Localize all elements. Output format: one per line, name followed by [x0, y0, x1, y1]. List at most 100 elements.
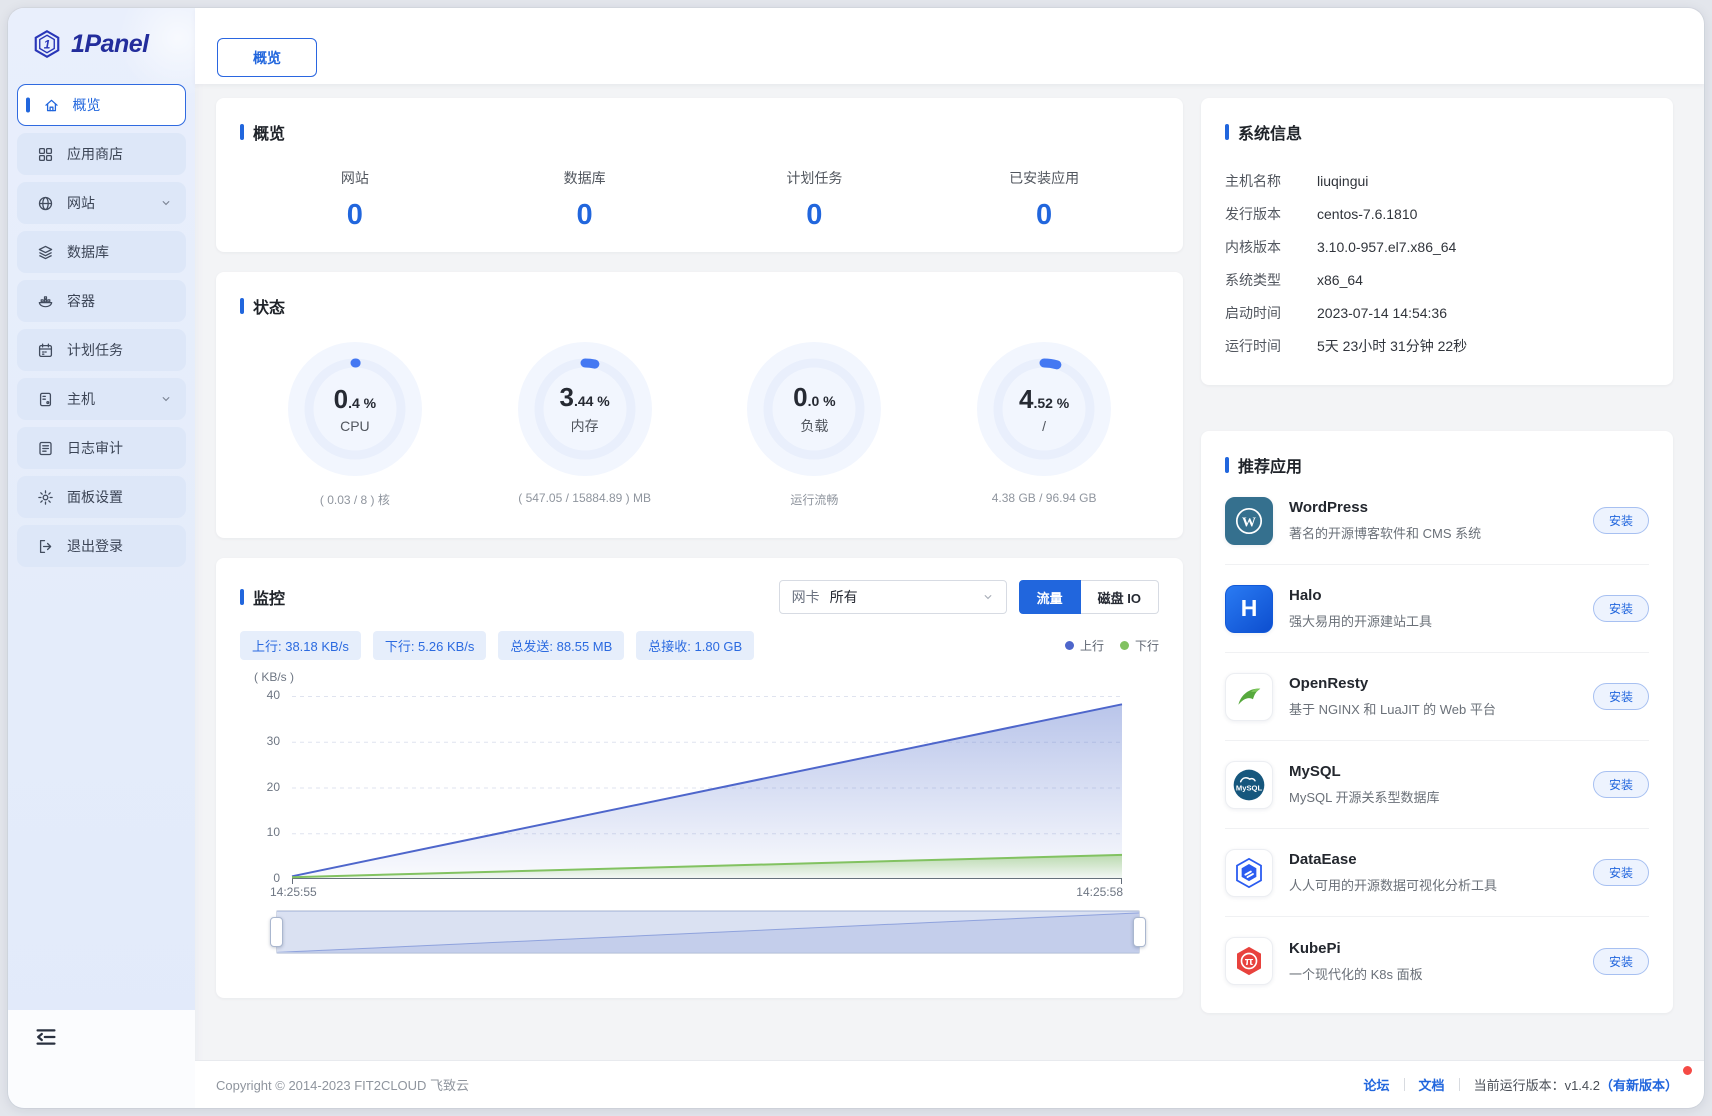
- sidebar-item-logout[interactable]: 退出登录: [17, 525, 186, 567]
- install-button[interactable]: 安装: [1593, 595, 1649, 622]
- datazoom-left-handle[interactable]: [270, 917, 283, 947]
- install-button[interactable]: 安装: [1593, 859, 1649, 886]
- title-bar-icon: [240, 589, 244, 605]
- calendar-icon: [37, 342, 54, 359]
- sysinfo-row-boot-time: 启动时间2023-07-14 14:54:36: [1225, 296, 1649, 329]
- recommended-apps-title: 推荐应用: [1225, 453, 1649, 477]
- mysql-icon: MySQL: [1225, 761, 1273, 809]
- update-notification-dot: [1683, 1066, 1692, 1075]
- traffic-chart: ( KB/s ) 40 30 20 10 0: [240, 670, 1159, 962]
- gauge-subtext: 4.38 GB / 96.94 GB: [992, 491, 1097, 505]
- sidebar-item-overview[interactable]: 概览: [17, 84, 186, 126]
- install-button[interactable]: 安装: [1593, 683, 1649, 710]
- status-card: 状态 0.4 % CPU: [216, 272, 1183, 538]
- install-button[interactable]: 安装: [1593, 771, 1649, 798]
- sidebar-item-label: 计划任务: [67, 340, 123, 360]
- sidebar-item-label: 主机: [67, 389, 95, 409]
- gauge-cpu: 0.4 % CPU ( 0.03 / 8 ) 核: [240, 342, 470, 508]
- app-row-openresty: OpenResty 基于 NGINX 和 LuaJIT 的 Web 平台 安装: [1225, 653, 1649, 741]
- version-text: 当前运行版本：v1.4.2 （有新版本）: [1460, 1075, 1678, 1094]
- datazoom-slider[interactable]: [276, 910, 1140, 954]
- log-list-icon: [37, 440, 54, 457]
- stat-websites: 网站 0: [240, 168, 470, 232]
- network-interface-select[interactable]: 网卡 所有: [779, 580, 1007, 614]
- x-axis-end-label: 14:25:58: [1076, 885, 1123, 899]
- chevron-down-icon: [160, 393, 172, 405]
- forum-link[interactable]: 论坛: [1350, 1075, 1404, 1094]
- monitor-title: 监控: [240, 585, 285, 609]
- sysinfo-row-arch: 系统类型x86_64: [1225, 263, 1649, 296]
- sidebar-item-cron[interactable]: 计划任务: [17, 329, 186, 371]
- active-indicator: [26, 98, 30, 113]
- stat-databases: 数据库 0: [470, 168, 700, 232]
- gauge-memory: 3.44 % 内存 ( 547.05 / 15884.89 ) MB: [470, 342, 700, 508]
- brand-logo: 1 1Panel: [8, 8, 195, 80]
- sidebar-item-label: 日志审计: [67, 438, 123, 458]
- legend-downstream[interactable]: 下行: [1120, 637, 1159, 654]
- recommended-apps-card: 推荐应用 W WordPress 著名的开源博客软件和 CMS 系统 安装: [1201, 431, 1673, 1013]
- datazoom-right-handle[interactable]: [1133, 917, 1146, 947]
- content-area: 概览 网站 0 数据库 0 计划任务 0: [195, 84, 1704, 1060]
- sidebar-item-container[interactable]: 容器: [17, 280, 186, 322]
- side-column: 系统信息 主机名称liuqingui 发行版本centos-7.6.1810 内…: [1201, 98, 1673, 1013]
- install-button[interactable]: 安装: [1593, 948, 1649, 975]
- system-info-card: 系统信息 主机名称liuqingui 发行版本centos-7.6.1810 内…: [1201, 98, 1673, 385]
- tab-overview[interactable]: 概览: [217, 38, 317, 77]
- sidebar-item-host[interactable]: 主机: [17, 378, 186, 420]
- legend-upstream[interactable]: 上行: [1065, 637, 1104, 654]
- stat-installed-apps: 已安装应用 0: [929, 168, 1159, 232]
- y-axis-unit: ( KB/s ): [254, 670, 294, 684]
- collapse-sidebar-icon[interactable]: [34, 1026, 60, 1050]
- new-version-link[interactable]: （有新版本）: [1600, 1075, 1678, 1094]
- gauge-ring: 3.44 % 内存: [518, 342, 652, 476]
- overview-card: 概览 网站 0 数据库 0 计划任务 0: [216, 98, 1183, 252]
- install-button[interactable]: 安装: [1593, 507, 1649, 534]
- system-info-rows: 主机名称liuqingui 发行版本centos-7.6.1810 内核版本3.…: [1225, 164, 1649, 362]
- sidebar-item-label: 容器: [67, 291, 95, 311]
- gauge-ring: 0.4 % CPU: [288, 342, 422, 476]
- gear-icon: [37, 489, 54, 506]
- sidebar-item-logs[interactable]: 日志审计: [17, 427, 186, 469]
- gauge-disk-root: 4.52 % / 4.38 GB / 96.94 GB: [929, 342, 1159, 508]
- svg-text:1: 1: [44, 38, 51, 52]
- overview-title: 概览: [240, 120, 1159, 144]
- svg-text:MySQL: MySQL: [1236, 783, 1263, 792]
- sidebar-item-app-store[interactable]: 应用商店: [17, 133, 186, 175]
- sysinfo-row-uptime: 运行时间5天 23小时 31分钟 22秒: [1225, 329, 1649, 362]
- server-icon: [37, 391, 54, 408]
- copyright-text: Copyright © 2014-2023 FIT2CLOUD 飞致云: [216, 1075, 469, 1094]
- traffic-button[interactable]: 流量: [1019, 580, 1081, 614]
- gauge-load: 0.0 % 负载 运行流畅: [700, 342, 930, 508]
- chevron-down-icon: [982, 591, 994, 603]
- app-window: 1 1Panel 概览: [8, 8, 1704, 1108]
- sidebar-item-database[interactable]: 数据库: [17, 231, 186, 273]
- sidebar: 1 1Panel 概览: [8, 8, 195, 1108]
- docs-link[interactable]: 文档: [1405, 1075, 1459, 1094]
- badge-downstream: 下行: 5.26 KB/s: [373, 631, 487, 660]
- halo-icon: H: [1225, 585, 1273, 633]
- sidebar-item-label: 数据库: [67, 242, 109, 262]
- status-title: 状态: [240, 294, 1159, 318]
- layers-icon: [37, 244, 54, 261]
- gauge-subtext: ( 547.05 / 15884.89 ) MB: [518, 491, 651, 505]
- monitor-card: 监控 网卡 所有 流量 磁盘 IO: [216, 558, 1183, 998]
- monitor-mode-toggle: 流量 磁盘 IO: [1019, 580, 1159, 614]
- title-bar-icon: [1225, 124, 1229, 140]
- sidebar-menu: 概览 应用商店 网站: [8, 80, 195, 567]
- chevron-down-icon: [160, 197, 172, 209]
- badge-upstream: 上行: 38.18 KB/s: [240, 631, 361, 660]
- disk-io-button[interactable]: 磁盘 IO: [1081, 580, 1159, 614]
- brand-name: 1Panel: [71, 30, 149, 59]
- app-grid-icon: [37, 146, 54, 163]
- sidebar-bottom-strip: [8, 1010, 195, 1108]
- datazoom-selection[interactable]: [277, 911, 1139, 953]
- topbar: 概览: [195, 8, 1704, 84]
- brand-hexagon-icon: 1: [32, 29, 62, 59]
- footer: Copyright © 2014-2023 FIT2CLOUD 飞致云 论坛 文…: [195, 1060, 1704, 1108]
- gauge-ring: 0.0 % 负载: [747, 342, 881, 476]
- sidebar-item-label: 概览: [73, 95, 101, 115]
- logout-icon: [37, 538, 54, 555]
- sidebar-item-website[interactable]: 网站: [17, 182, 186, 224]
- sidebar-item-settings[interactable]: 面板设置: [17, 476, 186, 518]
- sysinfo-row-kernel: 内核版本3.10.0-957.el7.x86_64: [1225, 230, 1649, 263]
